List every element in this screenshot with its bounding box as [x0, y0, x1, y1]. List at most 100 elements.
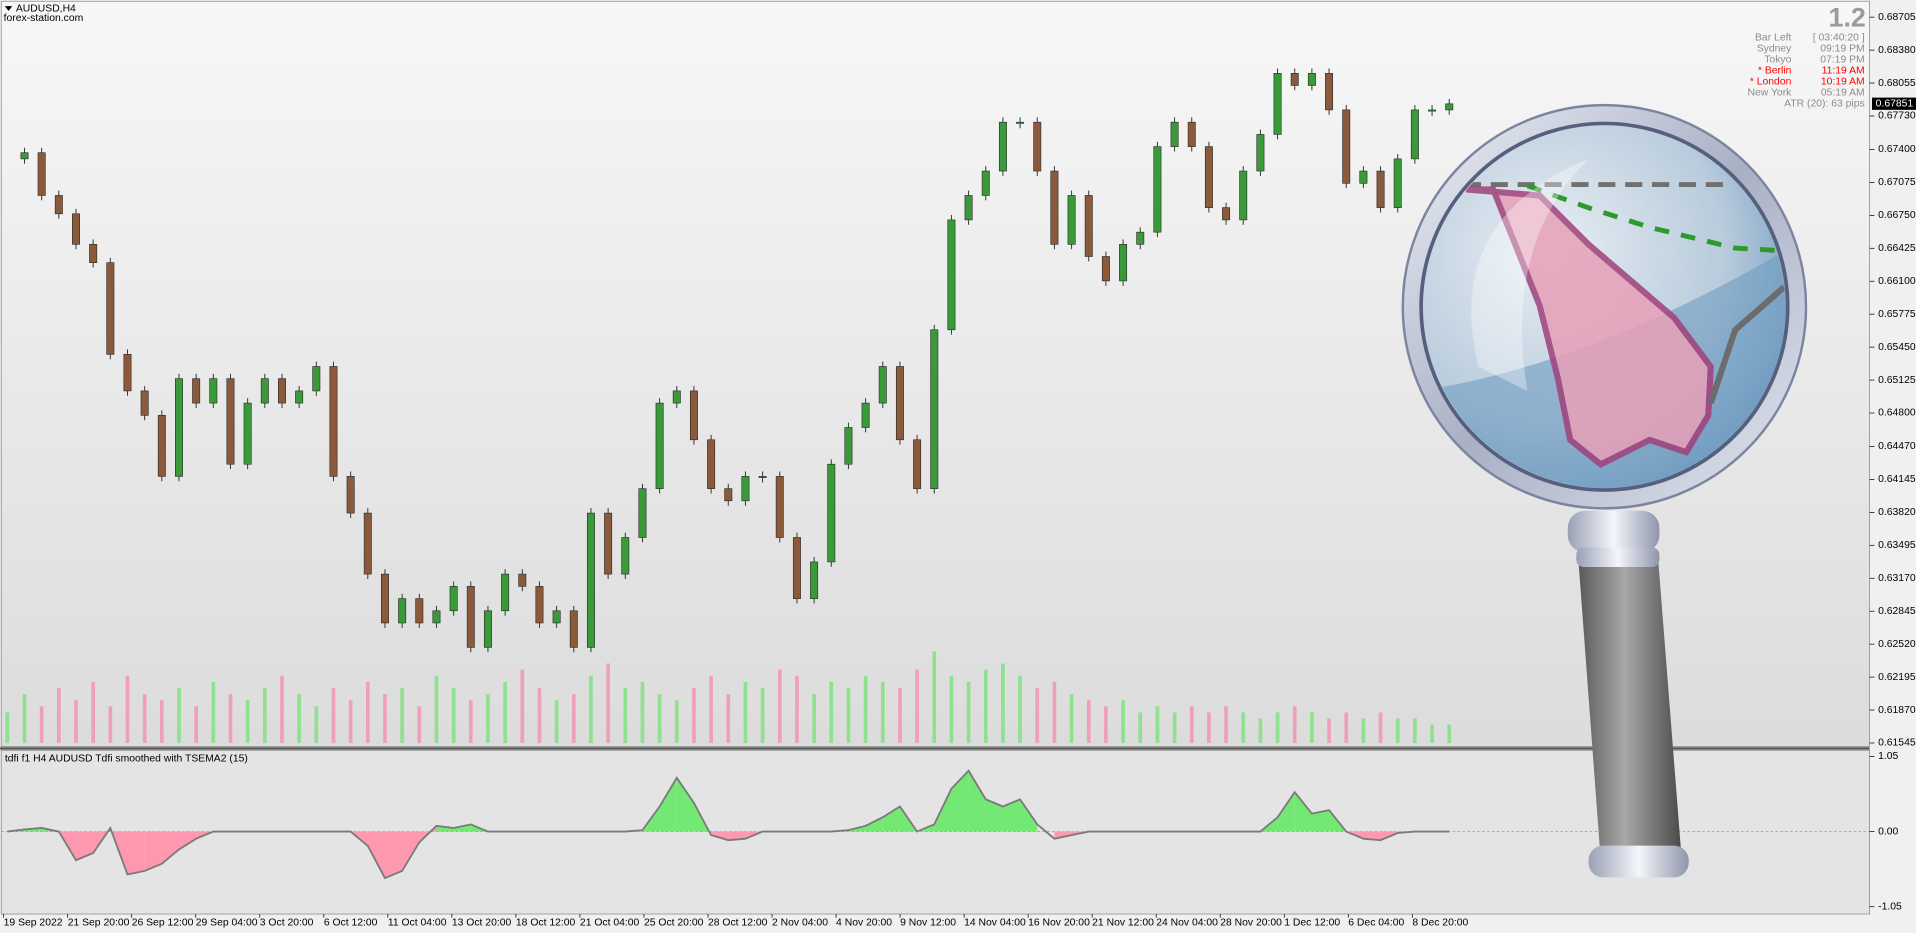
candle [1410, 109, 1419, 160]
lens-glare [1471, 158, 1589, 392]
volume-bar [692, 687, 696, 743]
volume-bar [932, 651, 937, 743]
volume-bar [1292, 706, 1297, 743]
price-tick-label: 0.63495 [1878, 540, 1916, 551]
candle [483, 610, 492, 648]
info-label: New York [1748, 88, 1793, 99]
time-label: 26 Sep 12:00 [132, 917, 194, 928]
candle [209, 378, 218, 404]
candle [552, 610, 561, 624]
volume-bar [1155, 706, 1160, 743]
price-tick-label: 0.67730 [1878, 111, 1916, 122]
indicator-fill [161, 831, 179, 864]
volume-bar [966, 681, 971, 743]
volume-bar [777, 669, 782, 743]
volume-bar [1395, 718, 1400, 743]
candle [415, 598, 424, 624]
menu-arrow[interactable] [4, 6, 13, 12]
candle [329, 366, 338, 477]
candle [724, 488, 733, 502]
volume-bar [1361, 718, 1366, 743]
candle [775, 476, 784, 538]
indicator-title: tdfi f1 H4 AUDUSD Tdfi smoothed with TSE… [5, 754, 248, 765]
volume-bar [606, 663, 610, 743]
volume-bar [915, 669, 919, 743]
candle [844, 427, 853, 465]
indicator-fill [1294, 792, 1312, 832]
candle [1445, 103, 1454, 111]
candle [1273, 73, 1282, 135]
volume-bar [417, 706, 422, 743]
candle [1067, 195, 1076, 245]
volume-bar [846, 687, 851, 743]
time-label: 29 Sep 04:00 [196, 917, 258, 928]
volume-bar [589, 675, 593, 743]
price-tick-label: 0.61870 [1878, 705, 1916, 716]
candle [981, 170, 990, 196]
candle [1325, 73, 1334, 111]
candle [157, 415, 166, 477]
price-tick-label: 0.65450 [1878, 342, 1916, 353]
volume-bar [1189, 706, 1194, 743]
candle [1136, 231, 1145, 245]
symbol: AUDUSD,H4 [16, 3, 76, 14]
volume-bar [1224, 706, 1228, 743]
candle [175, 378, 183, 477]
price-tick-label: 0.64800 [1878, 408, 1916, 419]
candle [604, 512, 613, 575]
volume-bar [829, 681, 834, 743]
candle [1101, 256, 1110, 282]
volume-bar [1121, 700, 1125, 743]
volume-bar [194, 706, 198, 743]
magnifier-handle [1578, 559, 1682, 861]
candle [1290, 73, 1299, 86]
indicator-fill [676, 777, 694, 832]
info-value: 09:19 PM [1820, 44, 1864, 55]
candle [930, 329, 939, 489]
indicator-fill [402, 831, 420, 871]
info-label: * Berlin [1758, 66, 1792, 77]
time-label: 14 Nov 04:00 [964, 917, 1026, 928]
volume-bar [743, 681, 748, 743]
info-label: Bar Left [1755, 33, 1791, 44]
indicator-fill [985, 799, 1003, 832]
candle [913, 439, 922, 489]
indicator-fill [951, 770, 969, 832]
volume-bar [1086, 700, 1091, 743]
indicator-fill [659, 777, 677, 832]
magnifier-neck [1576, 547, 1660, 568]
time-label: 21 Nov 12:00 [1092, 917, 1154, 928]
site: forex-station.com [4, 13, 84, 24]
info-label: * London [1750, 77, 1792, 88]
candle [758, 476, 767, 478]
price-tick-label: 0.66425 [1878, 243, 1916, 254]
indicator-fill [1260, 817, 1278, 832]
volume-bar [1138, 712, 1143, 743]
volume-bar [623, 687, 628, 743]
candle [1119, 244, 1128, 282]
candle [295, 390, 304, 404]
candle [123, 354, 132, 392]
volume-bar [1275, 712, 1280, 743]
volume-bar [1413, 718, 1417, 743]
indicator-fill [75, 831, 94, 861]
candle [535, 586, 544, 624]
magnifier-collar [1567, 510, 1660, 553]
candle [243, 402, 252, 465]
time-label: 2 Nov 04:00 [772, 917, 828, 928]
volume-bar [503, 681, 507, 743]
volume-bar [39, 706, 44, 743]
volume-bar [314, 706, 319, 743]
candle [466, 586, 475, 648]
volume-bar [1035, 687, 1040, 743]
info-label: Tokyo [1764, 55, 1791, 66]
price-tick-label: 0.68380 [1878, 45, 1916, 56]
candle [878, 366, 887, 404]
candle [192, 378, 201, 404]
volume-bar [434, 675, 439, 743]
volume-bar [22, 694, 27, 743]
price-tick-label: 0.68055 [1878, 78, 1916, 89]
volume-bar [1207, 712, 1211, 743]
volume-bar [1104, 706, 1108, 743]
